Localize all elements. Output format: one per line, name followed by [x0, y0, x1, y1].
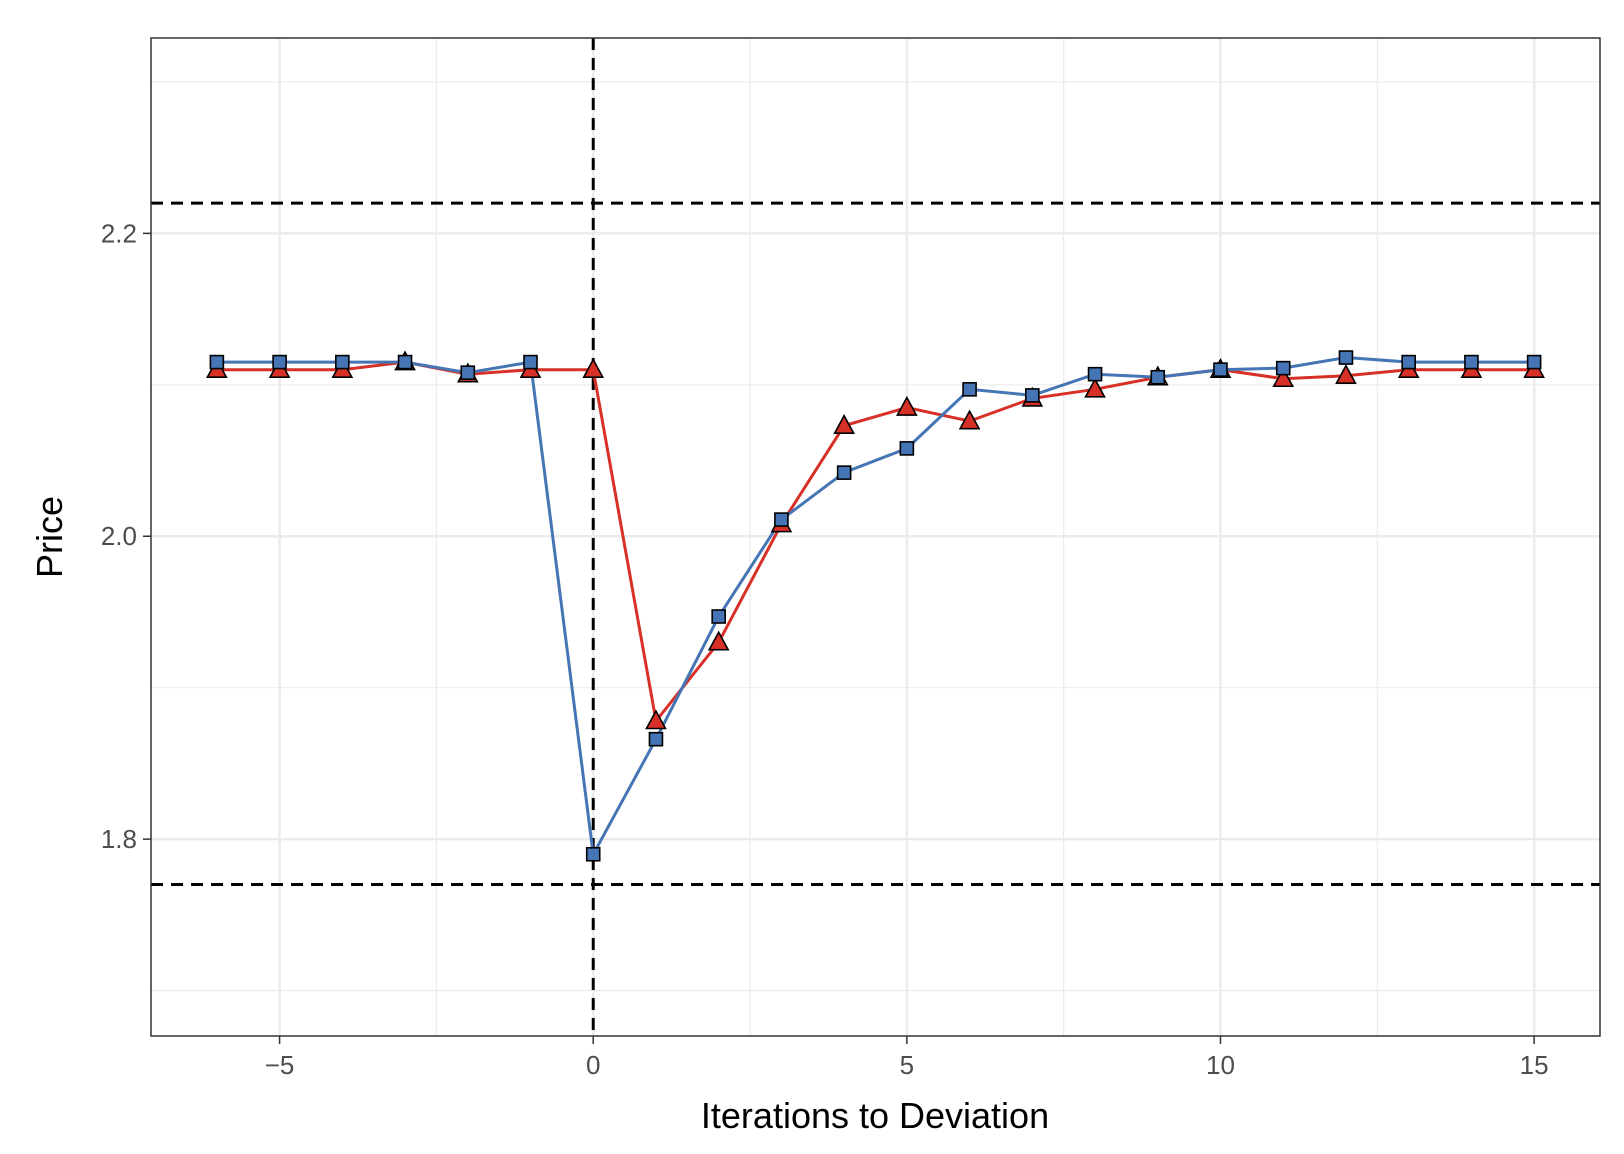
series-line-square	[216, 355, 1535, 860]
x-axis-title: Iterations to Deviation	[701, 1095, 1049, 1136]
x-tick-label: 10	[1206, 1050, 1235, 1080]
y-tick-label: 2.2	[101, 218, 137, 248]
square-point	[335, 354, 350, 370]
triangle-point	[833, 414, 855, 434]
square-point	[585, 846, 601, 862]
y-tick-label: 1.8	[101, 824, 137, 854]
series-layer	[206, 350, 1545, 862]
square-point	[899, 441, 915, 456]
square-point	[1150, 369, 1166, 385]
square-point	[397, 354, 413, 370]
triangle-point	[958, 409, 981, 430]
plot-panel-border	[150, 37, 1601, 1037]
square-point	[272, 354, 287, 370]
x-tick-label: 15	[1520, 1050, 1549, 1080]
square-point	[1213, 362, 1228, 377]
square-point	[962, 382, 977, 397]
square-point	[1025, 388, 1040, 403]
triangle-point	[1084, 377, 1106, 398]
square-point	[460, 365, 476, 380]
triangle-point	[1272, 367, 1295, 388]
y-tick-label: 2.0	[101, 521, 137, 551]
square-point	[1338, 350, 1354, 365]
square-point	[836, 465, 852, 480]
x-tick-label: −5	[265, 1050, 295, 1080]
triangle-point	[896, 395, 918, 416]
y-axis-ticks: 1.8 2.0 2.2	[101, 218, 151, 854]
x-tick-label: 0	[586, 1050, 600, 1080]
square-point	[1526, 354, 1542, 370]
triangle-point	[645, 709, 667, 730]
square-point	[648, 731, 664, 747]
reference-lines	[151, 38, 1600, 1036]
square-point	[1275, 360, 1291, 376]
square-point	[774, 512, 789, 527]
triangle-point	[1335, 364, 1357, 385]
square-point	[523, 354, 538, 370]
y-axis-title: Price	[29, 496, 70, 578]
square-point	[1464, 354, 1479, 370]
triangle-point	[582, 357, 605, 378]
square-point	[1087, 366, 1103, 382]
x-axis-ticks: −5 0 5 10 15	[265, 1036, 1549, 1080]
x-tick-label: 5	[900, 1050, 914, 1080]
triangle-point	[707, 630, 730, 651]
square-point	[711, 609, 726, 624]
square-point	[1401, 354, 1416, 370]
square-point	[209, 354, 225, 370]
